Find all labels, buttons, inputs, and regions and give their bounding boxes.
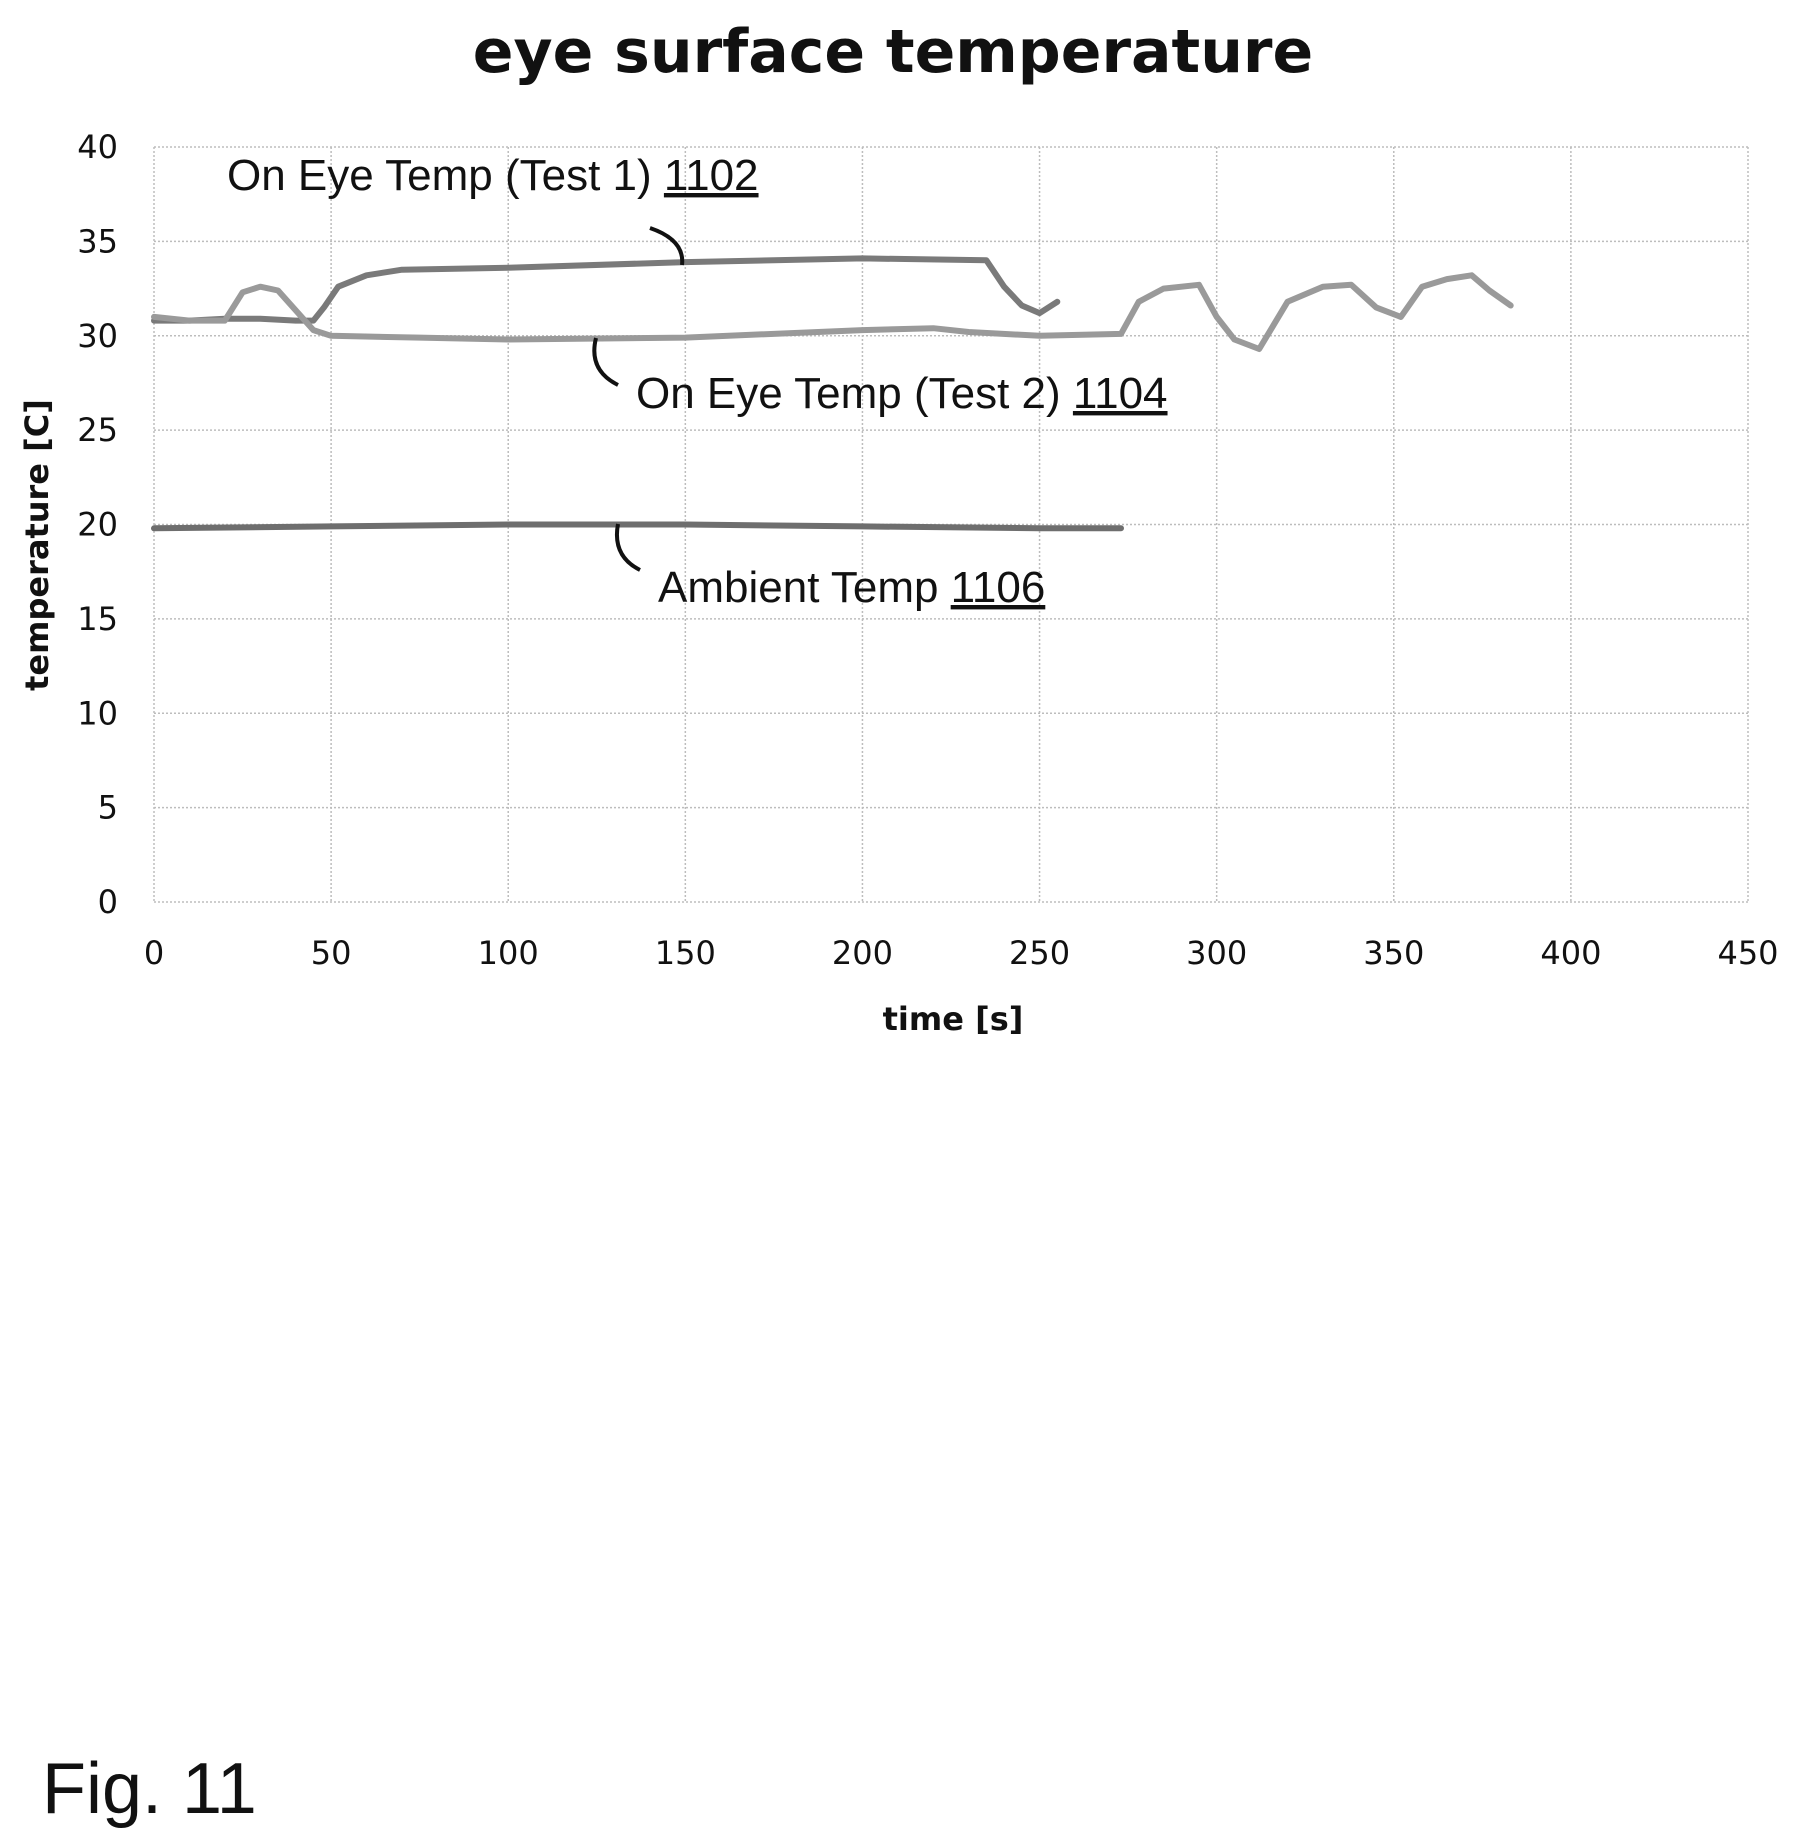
figure-label: Fig. 11 xyxy=(42,1749,257,1829)
y-tick-label-7: 35 xyxy=(77,222,118,260)
annotation-leader-test1 xyxy=(649,226,685,266)
series-lines xyxy=(151,255,1514,532)
annotation-ambient: Ambient Temp 1106 xyxy=(658,563,1045,612)
annotation-leader-ambient xyxy=(615,523,641,572)
y-tick-label-5: 25 xyxy=(77,411,118,449)
y-axis-label: temperature [C] xyxy=(18,399,56,691)
y-tick-label-6: 30 xyxy=(77,317,118,355)
x-tick-label-5: 250 xyxy=(1009,934,1070,972)
x-tick-label-2: 100 xyxy=(478,934,539,972)
series-line-ambient-temp xyxy=(151,521,1124,532)
annotation-test2-text: On Eye Temp (Test 2) xyxy=(636,369,1073,418)
annotation-test1-text: On Eye Temp (Test 1) xyxy=(227,151,664,200)
annotation-test1-ref: 1102 xyxy=(664,151,759,200)
grid xyxy=(153,146,1749,903)
y-tick-label-3: 15 xyxy=(77,600,118,638)
x-tick-label-0: 0 xyxy=(144,934,164,972)
annotation-test2-ref: 1104 xyxy=(1073,369,1168,418)
series-line-on-eye-temp-test-2 xyxy=(151,272,1514,352)
y-tick-label-8: 40 xyxy=(77,128,118,166)
annotation-ambient-ref: 1106 xyxy=(951,563,1046,612)
series-line-on-eye-temp-test-1 xyxy=(151,255,1061,324)
x-tick-label-1: 50 xyxy=(311,934,352,972)
y-tick-label-4: 20 xyxy=(77,506,118,544)
x-tick-label-3: 150 xyxy=(655,934,716,972)
y-tick-label-2: 10 xyxy=(77,694,118,732)
x-tick-labels: 0 50 100 150 200 250 300 350 400 450 xyxy=(144,934,1779,972)
chart-title: eye surface temperature xyxy=(473,17,1313,87)
x-tick-label-6: 300 xyxy=(1186,934,1247,972)
annotation-test1: On Eye Temp (Test 1) 1102 xyxy=(227,151,759,200)
x-tick-label-9: 450 xyxy=(1717,934,1778,972)
y-tick-label-1: 5 xyxy=(98,789,118,827)
annotation-leader-test2 xyxy=(592,337,619,387)
x-tick-label-7: 350 xyxy=(1363,934,1424,972)
annotation-test2: On Eye Temp (Test 2) 1104 xyxy=(636,369,1168,418)
x-tick-label-4: 200 xyxy=(832,934,893,972)
y-tick-labels: 0 5 10 15 20 25 30 35 40 xyxy=(77,128,118,921)
annotation-ambient-text: Ambient Temp xyxy=(658,563,951,612)
y-tick-label-0: 0 xyxy=(98,883,118,921)
x-tick-label-8: 400 xyxy=(1540,934,1601,972)
x-axis-label: time [s] xyxy=(883,1000,1024,1038)
